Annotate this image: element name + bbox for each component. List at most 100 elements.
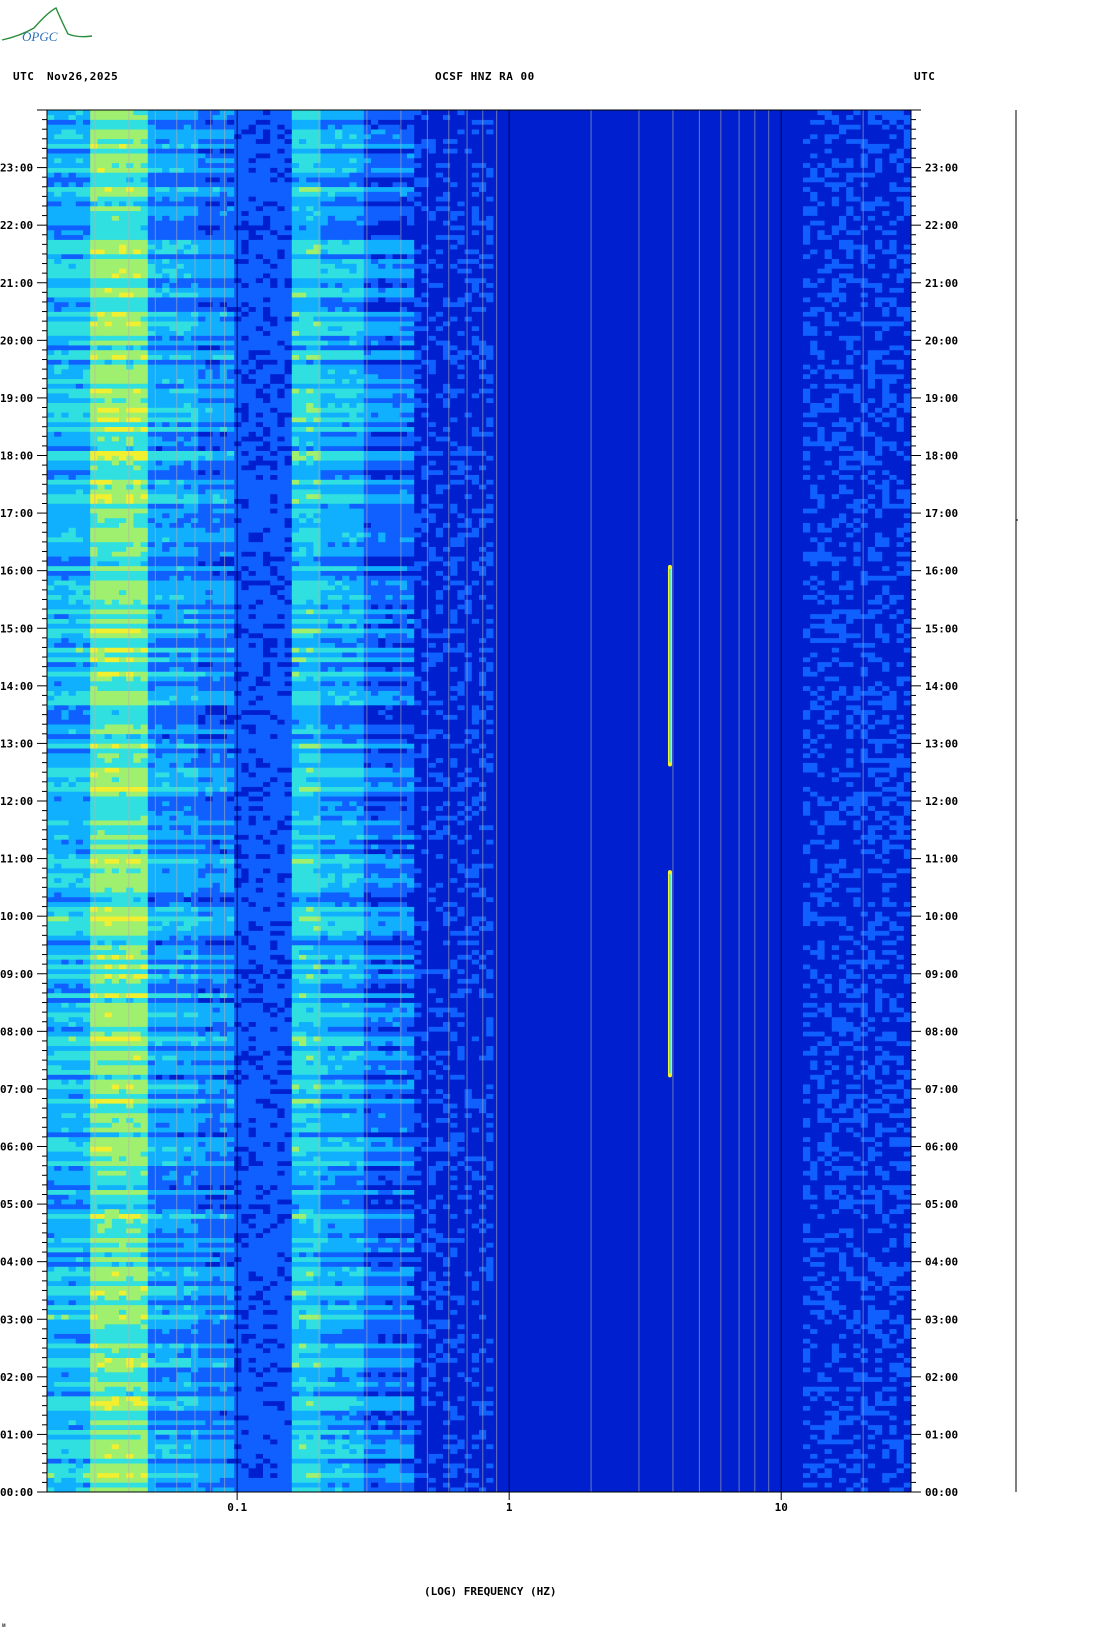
heatmap-cell: [90, 657, 98, 663]
heatmap-cell: [68, 1247, 77, 1253]
heatmap-cell: [90, 863, 98, 869]
heatmap-cell: [119, 834, 127, 840]
heatmap-cell: [227, 426, 235, 432]
heatmap-cell: [83, 652, 91, 658]
heatmap-cell: [54, 944, 62, 955]
heatmap-cell: [126, 1122, 134, 1133]
heatmap-cell: [183, 1458, 192, 1464]
heatmap-cell: [176, 153, 185, 168]
heatmap-cell: [54, 767, 62, 778]
heatmap-cell: [47, 349, 55, 356]
heatmap-cell: [183, 431, 192, 442]
heatmap-cell: [75, 258, 84, 279]
heatmap-cell: [126, 407, 134, 413]
heatmap-cell: [47, 1079, 55, 1090]
heatmap-cell: [183, 349, 192, 356]
heatmap-cell: [162, 513, 170, 519]
heatmap-cell: [227, 1429, 235, 1435]
heatmap-cell: [169, 1420, 177, 1426]
heatmap-cell: [169, 1424, 177, 1430]
heatmap-cell: [205, 954, 213, 960]
heatmap-cell: [205, 565, 213, 571]
heatmap-cell: [47, 153, 55, 168]
heatmap-cell: [111, 148, 120, 154]
heatmap-cell: [234, 1295, 242, 1301]
heatmap-cell: [68, 1285, 77, 1296]
heatmap-cell: [205, 738, 213, 744]
heatmap-cell: [83, 589, 91, 595]
heatmap-cell: [140, 613, 149, 619]
heatmap-cell: [227, 306, 235, 312]
heatmap-cell: [255, 426, 264, 437]
heatmap-cell: [248, 172, 257, 197]
heatmap-cell: [212, 181, 221, 188]
heatmap-cell: [212, 743, 221, 749]
heatmap-cell: [126, 1324, 134, 1344]
heatmap-cell: [140, 1194, 149, 1205]
heatmap-cell: [133, 469, 141, 480]
heatmap-cell: [68, 1204, 77, 1210]
heatmap-cell: [169, 911, 177, 917]
heatmap-cell: [227, 1487, 235, 1493]
heatmap-cell: [90, 1093, 98, 1099]
heatmap-cell: [75, 253, 84, 260]
heatmap-cell: [241, 1463, 249, 1469]
heatmap-cell: [140, 1242, 149, 1248]
heatmap-cell: [219, 743, 228, 749]
heatmap-cell: [205, 729, 213, 735]
heatmap-cell: [219, 1208, 228, 1214]
heatmap-cell: [169, 1160, 177, 1166]
heatmap-cell: [155, 1304, 163, 1310]
heatmap-cell: [147, 1420, 156, 1426]
heatmap-cell: [155, 604, 163, 610]
heatmap-cell: [219, 1237, 228, 1243]
heatmap-cell: [248, 460, 257, 471]
heatmap-cell: [54, 167, 62, 173]
heatmap-cell: [219, 397, 228, 404]
heatmap-cell: [198, 1482, 206, 1488]
heatmap-cell: [219, 498, 228, 504]
heatmap-cell: [147, 1247, 156, 1253]
heatmap-cell: [140, 724, 149, 735]
heatmap-cell: [212, 522, 221, 533]
heatmap-cell: [212, 1098, 221, 1104]
heatmap-cell: [83, 181, 91, 188]
heatmap-cell: [212, 690, 221, 706]
heatmap-cell: [140, 1237, 149, 1243]
heatmap-cell: [126, 349, 134, 360]
heatmap-cell: [119, 110, 127, 120]
heatmap-cell: [111, 743, 120, 749]
heatmap-cell: [212, 1420, 221, 1426]
heatmap-cell: [133, 1098, 141, 1104]
heatmap-cell: [219, 421, 228, 428]
heatmap-cell: [119, 517, 127, 523]
heatmap-cell: [155, 973, 163, 979]
heatmap-cell: [75, 1424, 84, 1430]
heatmap-cell: [162, 1122, 170, 1128]
heatmap-cell: [68, 186, 77, 192]
heatmap-cell: [126, 210, 134, 240]
heatmap-cell: [97, 397, 105, 404]
heatmap-cell: [83, 1012, 91, 1023]
heatmap-cell: [119, 676, 127, 691]
heatmap-cell: [83, 1357, 91, 1368]
heatmap-cell: [111, 143, 120, 149]
heatmap-cell: [111, 349, 120, 356]
heatmap-cell: [54, 277, 62, 288]
heatmap-cell: [219, 1477, 228, 1488]
heatmap-cell: [241, 1060, 249, 1075]
heatmap-cell: [255, 887, 264, 893]
heatmap-cell: [147, 172, 156, 188]
heatmap-cell: [97, 522, 105, 528]
heatmap-cell: [54, 906, 62, 917]
heatmap-cell: [176, 498, 185, 504]
heatmap-cell: [212, 489, 221, 495]
heatmap-cell: [263, 1367, 271, 1373]
heatmap-cell: [83, 1343, 91, 1349]
heatmap-cell: [198, 196, 206, 226]
heatmap-cell: [104, 1300, 113, 1306]
heatmap-cell: [234, 719, 242, 749]
heatmap-cell: [75, 1487, 84, 1493]
heatmap-cell: [241, 1333, 249, 1344]
